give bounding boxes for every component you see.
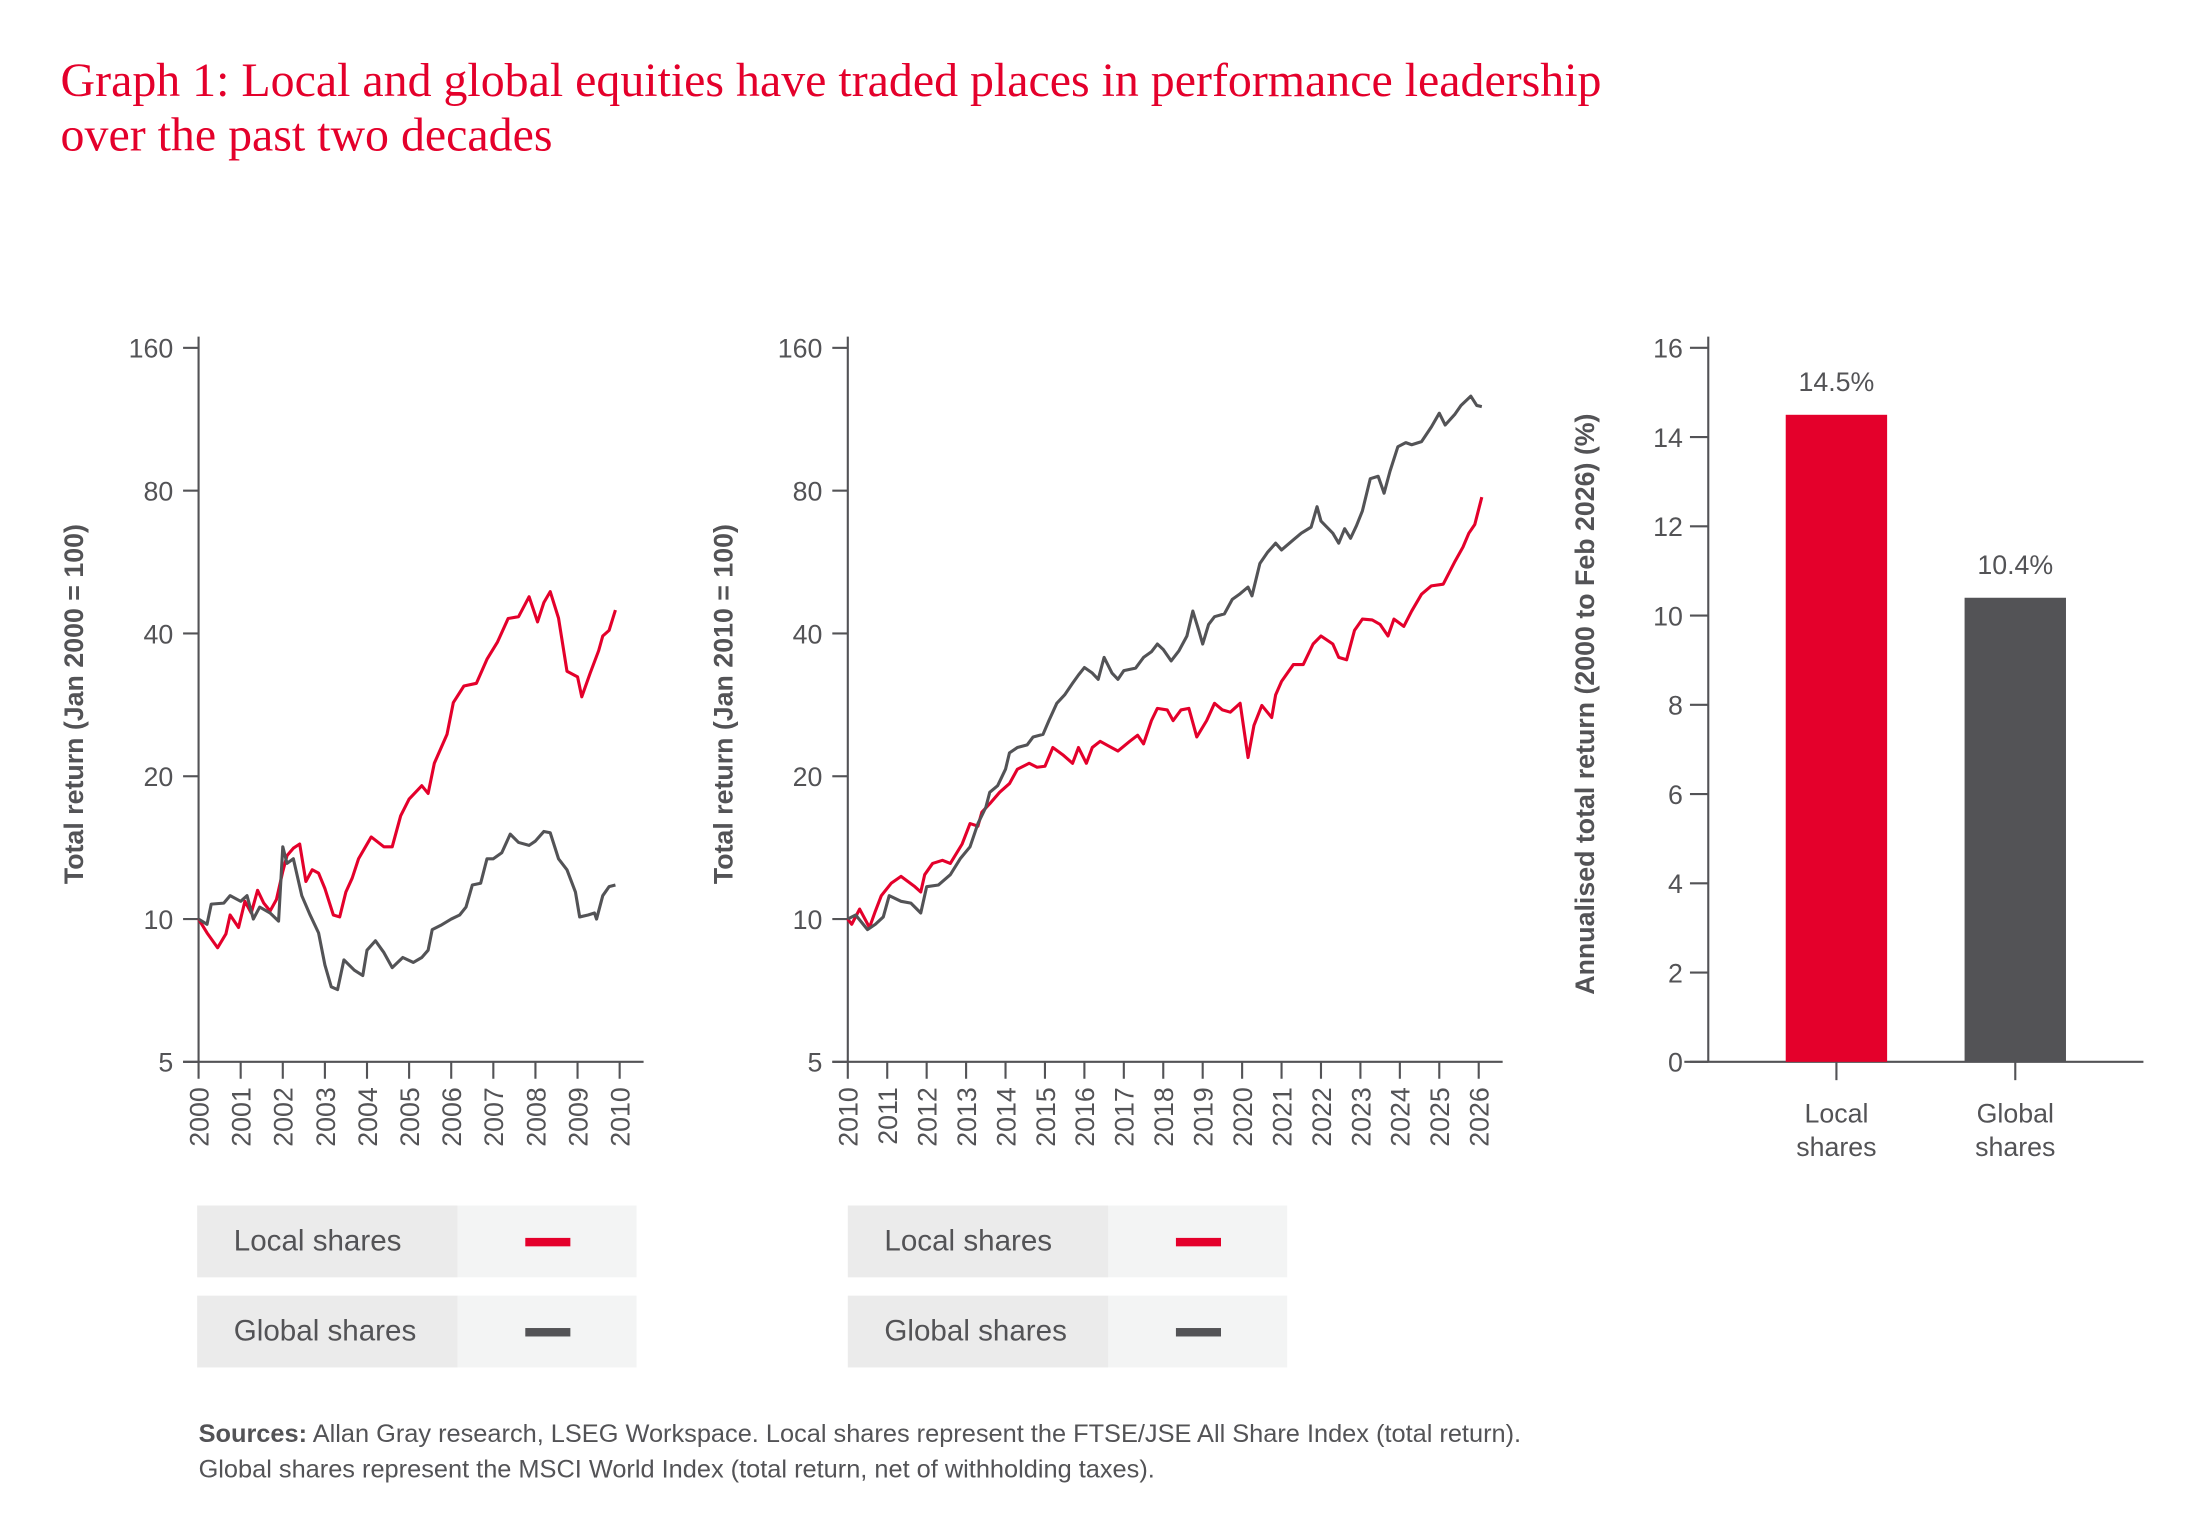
y-tick-label: 10: [793, 905, 823, 935]
chart-2010-2026: Total return (Jan 2010 = 100) 5 10 20 40 80 1…: [708, 334, 1503, 1147]
y-tick-label: 160: [129, 334, 174, 364]
x-tick-label: 2000: [184, 1087, 214, 1147]
legend-swatch-local: [1175, 1237, 1221, 1246]
x-tick-label: 2014: [991, 1087, 1021, 1147]
y-tick-label: 6: [1668, 780, 1683, 810]
x-category-label: shares: [1796, 1132, 1876, 1162]
x-tick-label: 2004: [353, 1087, 383, 1147]
legend-item-local: Local shares: [197, 1205, 637, 1278]
x-tick-label: 2020: [1228, 1087, 1258, 1147]
legend-swatch-global: [524, 1327, 570, 1336]
x-tick-label: 2011: [873, 1087, 903, 1145]
sources-note: Sources: Allan Gray research, LSEG Works…: [199, 1417, 1522, 1487]
x-tick-label: 2024: [1386, 1087, 1416, 1147]
y-tick-label: 20: [143, 762, 173, 792]
y-tick-label: 40: [143, 619, 173, 649]
y-tick-label: 2: [1668, 958, 1683, 988]
x-category-label: Local: [1804, 1098, 1868, 1128]
x-category-label: shares: [1975, 1132, 2055, 1162]
y-tick-label: 10: [1653, 601, 1683, 631]
chart-2000-2010: Total return (Jan 2000 = 100) 5 10 20 40 80 1…: [59, 334, 644, 1147]
bar-local: [1785, 414, 1888, 1062]
x-tick-label: 2019: [1189, 1087, 1219, 1147]
x-tick-label: 2012: [913, 1087, 943, 1147]
y-tick-label: 80: [793, 477, 823, 507]
x-tick-label: 2016: [1070, 1087, 1100, 1147]
series-line-local-shares: [846, 496, 1484, 930]
x-tick-label: 2025: [1425, 1087, 1455, 1147]
y-tick-label: 14: [1653, 423, 1683, 453]
y-tick-label: 16: [1653, 334, 1683, 364]
y-tick-label: 4: [1668, 869, 1683, 899]
series-line-global-shares: [197, 829, 616, 992]
bar-data-label: 10.4%: [1977, 550, 2053, 580]
y-tick-label: 10: [143, 905, 173, 935]
legend-swatch-local: [524, 1237, 570, 1246]
x-tick-label: 2006: [437, 1087, 467, 1147]
legend-label: Global shares: [847, 1295, 1109, 1368]
legend-item-global: Global shares: [197, 1295, 637, 1368]
x-tick-label: 2018: [1149, 1087, 1179, 1147]
legend-label: Local shares: [197, 1205, 458, 1278]
x-tick-label: 2023: [1346, 1087, 1376, 1147]
series-line-global-shares: [847, 394, 1483, 932]
y-tick-label: 160: [778, 334, 823, 364]
bar-global: [1964, 597, 2066, 1062]
legend-swatch-global: [1175, 1327, 1221, 1336]
x-tick-label: 2002: [269, 1087, 299, 1147]
x-tick-label: 2003: [311, 1087, 341, 1147]
x-tick-label: 2013: [952, 1087, 982, 1147]
x-tick-label: 2015: [1031, 1087, 1061, 1147]
title-line-2: over the past two decades: [60, 109, 553, 162]
x-category-label: Global: [1977, 1098, 2054, 1128]
legend-left: Local shares Global shares: [197, 1205, 637, 1386]
y-tick-label: 20: [793, 762, 823, 792]
legend-label: Local shares: [847, 1205, 1109, 1278]
y-tick-label: 8: [1668, 691, 1683, 721]
y-tick-label: 80: [143, 477, 173, 507]
x-tick-label: 2005: [395, 1087, 425, 1147]
y-tick-label: 40: [793, 619, 823, 649]
legend-middle: Local shares Global shares: [847, 1205, 1288, 1386]
y-tick-label: 5: [158, 1048, 173, 1078]
legend-item-global: Global shares: [847, 1295, 1288, 1368]
title-line-1: Graph 1: Local and global equities have …: [60, 54, 1602, 108]
x-tick-label: 2010: [606, 1087, 636, 1147]
bar-data-label: 14.5%: [1798, 367, 1874, 397]
x-tick-label: 2026: [1465, 1087, 1495, 1147]
y-tick-label: 12: [1653, 512, 1683, 542]
y-axis-label: Total return (Jan 2000 = 100): [59, 524, 89, 884]
chart-annualised-return: Annualised total return (2000 to Feb 202…: [1570, 334, 2144, 1162]
legend-item-local: Local shares: [847, 1205, 1288, 1278]
sources-line-1: Allan Gray research, LSEG Workspace. Loc…: [312, 1419, 1522, 1448]
y-axis-label: Annualised total return (2000 to Feb 202…: [1570, 414, 1600, 995]
x-tick-label: 2001: [227, 1087, 257, 1147]
y-axis-label: Total return (Jan 2010 = 100): [708, 524, 738, 884]
legend-label: Global shares: [197, 1295, 458, 1368]
x-tick-label: 2009: [563, 1087, 593, 1147]
figure-title: Graph 1: Local and global equities have …: [61, 54, 1602, 164]
x-tick-label: 2010: [834, 1087, 864, 1147]
x-tick-label: 2022: [1307, 1087, 1337, 1147]
x-tick-label: 2008: [521, 1087, 551, 1147]
x-tick-label: 2007: [479, 1087, 509, 1147]
series-line-local-shares: [197, 590, 617, 950]
sources-line-2: Global shares represent the MSCI World I…: [198, 1454, 1155, 1483]
x-tick-label: 2017: [1110, 1087, 1140, 1147]
y-tick-label: 0: [1668, 1048, 1683, 1078]
y-tick-label: 5: [808, 1048, 823, 1078]
x-tick-label: 2021: [1267, 1087, 1297, 1147]
sources-label: Sources:: [198, 1419, 308, 1448]
